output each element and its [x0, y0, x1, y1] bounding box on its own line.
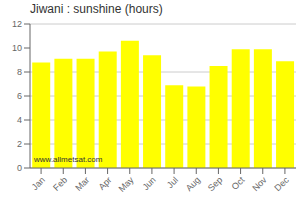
- svg-text:Feb: Feb: [51, 175, 69, 193]
- svg-text:Nov: Nov: [250, 175, 269, 194]
- svg-text:Jul: Jul: [165, 175, 180, 190]
- svg-text:Oct: Oct: [230, 175, 247, 192]
- svg-text:Apr: Apr: [97, 175, 114, 192]
- svg-text:Sep: Sep: [206, 175, 224, 193]
- svg-text:6: 6: [17, 91, 22, 101]
- svg-text:12: 12: [12, 19, 22, 29]
- svg-text:Dec: Dec: [272, 175, 291, 194]
- svg-text:May: May: [117, 175, 136, 194]
- svg-text:Aug: Aug: [184, 175, 202, 193]
- svg-text:4: 4: [17, 115, 22, 125]
- svg-text:Jun: Jun: [141, 175, 158, 192]
- svg-text:Mar: Mar: [73, 175, 91, 193]
- svg-text:8: 8: [17, 67, 22, 77]
- svg-text:0: 0: [17, 163, 22, 173]
- svg-text:2: 2: [17, 139, 22, 149]
- html-text:www.allmetsat.com: www.allmetsat.com: [34, 155, 103, 164]
- svg-text:Jan: Jan: [30, 175, 47, 192]
- svg-text:10: 10: [12, 43, 22, 53]
- html-text:Jiwani : sunshine (hours): Jiwani : sunshine (hours): [30, 2, 163, 16]
